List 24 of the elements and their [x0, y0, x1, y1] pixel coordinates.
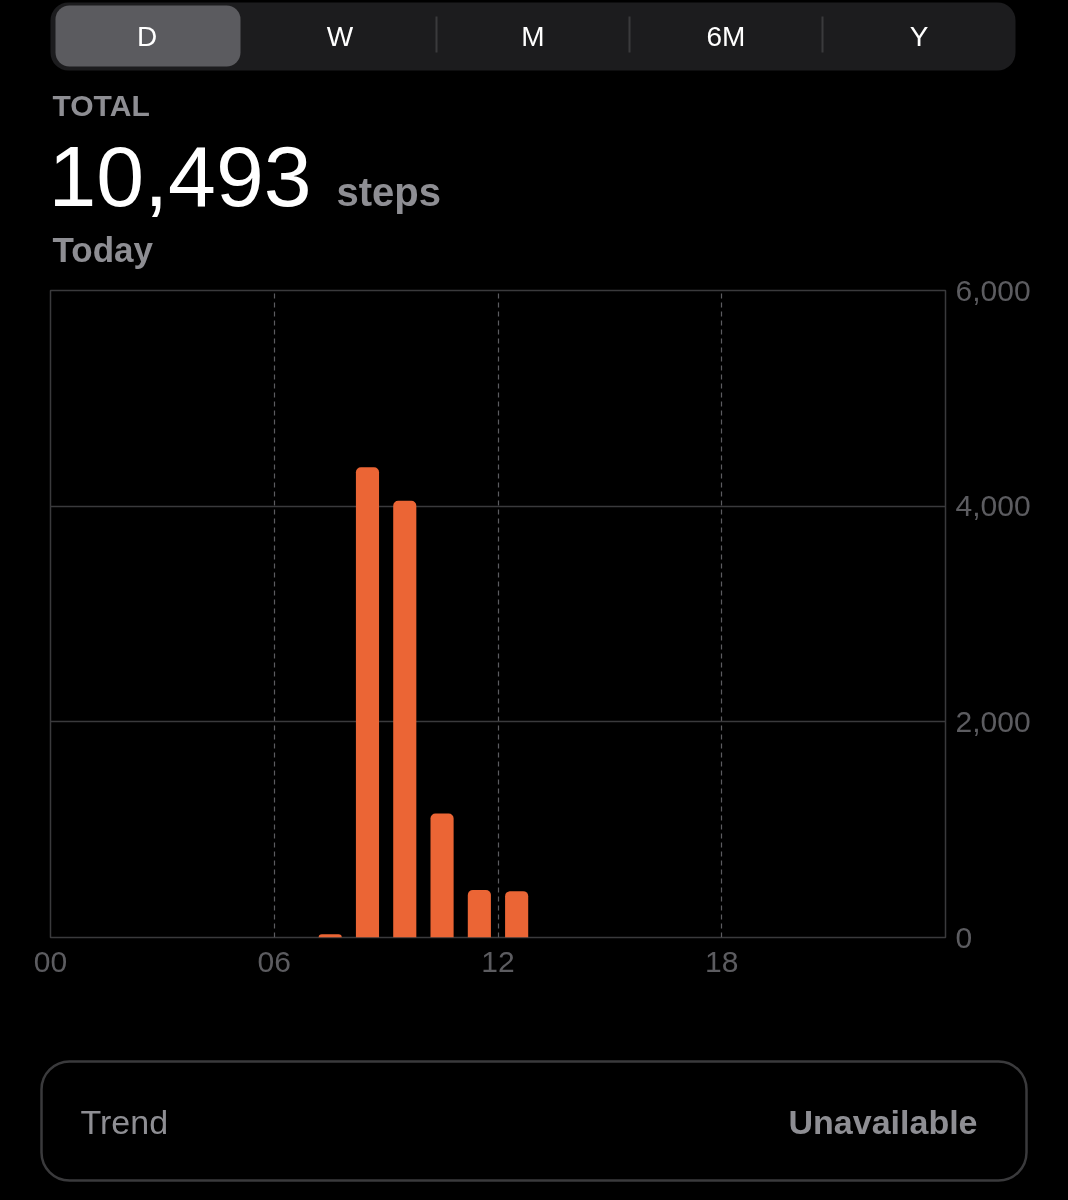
text: Y [909, 21, 929, 52]
text: Unavailable [788, 1102, 978, 1141]
text: 6M [706, 21, 746, 52]
text: Today [52, 230, 154, 269]
bar [355, 467, 380, 938]
text: M [521, 21, 545, 52]
text: D [136, 21, 158, 52]
text: W [326, 21, 354, 52]
bar [393, 500, 417, 938]
y-tick-label: 4,000 [955, 489, 1031, 523]
text: Trend [80, 1102, 169, 1141]
text: steps [336, 169, 441, 214]
bar [467, 890, 491, 938]
bar [505, 891, 529, 938]
bar [430, 813, 454, 938]
x-tick-label: 12 [481, 944, 515, 978]
y-tick-label: 2,000 [955, 704, 1031, 738]
x-tick-label: 06 [257, 944, 291, 978]
x-tick-label: 00 [33, 944, 68, 978]
y-tick-label: 0 [955, 920, 973, 954]
y-tick-label: 6,000 [955, 273, 1031, 307]
chart-title: TOTAL [52, 89, 150, 122]
x-tick-label: 18 [705, 944, 739, 978]
text: 10,493 [48, 128, 312, 224]
